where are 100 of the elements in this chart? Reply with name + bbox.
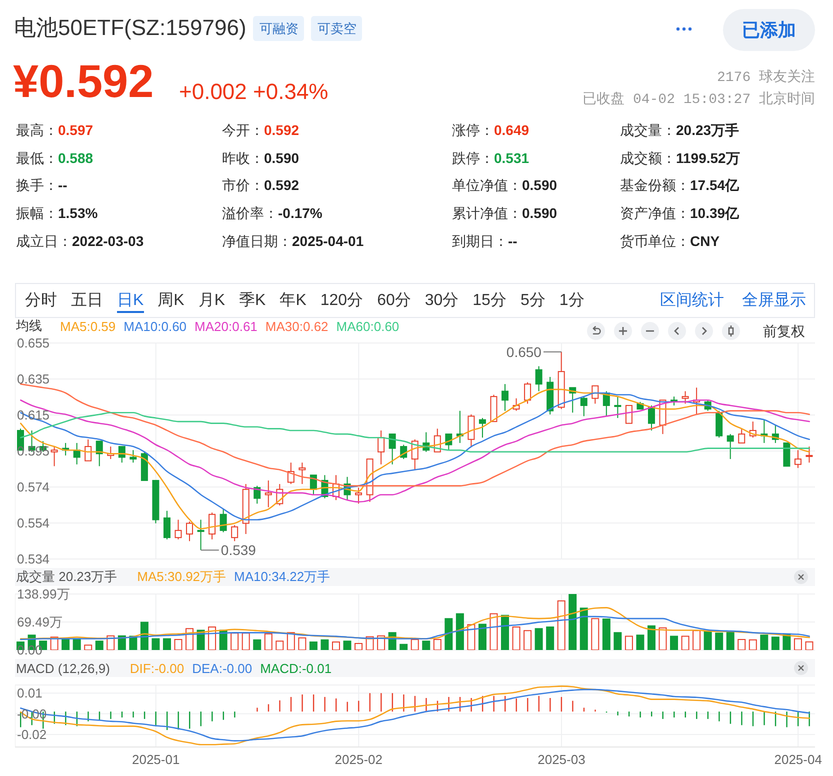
- bar: [692, 630, 701, 650]
- text: 成立日：: [16, 232, 72, 249]
- text: 2025-04-01: [292, 232, 364, 249]
- text: DEA:-0.00: [192, 660, 252, 676]
- candlestick: [197, 519, 204, 551]
- y-tick-label: 0.655: [17, 336, 50, 350]
- candlestick: [378, 430, 385, 465]
- bar: [343, 640, 352, 650]
- candlestick: [298, 462, 306, 485]
- text: 0.597: [58, 122, 94, 138]
- chart-title: 成交量 20.23万手: [16, 568, 118, 586]
- bar: [760, 634, 768, 650]
- bar: [456, 613, 464, 650]
- y-tick-label: -0.02: [17, 726, 47, 742]
- tag: 可卖空: [311, 16, 362, 40]
- annotation: 0.539: [220, 542, 256, 558]
- bar: [230, 632, 239, 650]
- bar: [400, 644, 408, 650]
- text: 溢价率：: [222, 205, 278, 222]
- bar: [546, 626, 554, 650]
- bar: [444, 618, 453, 650]
- x-tick-label: 2025-01: [132, 752, 180, 768]
- bar: [95, 640, 104, 650]
- text: 基金份额：: [620, 177, 690, 194]
- text: 17.54亿: [690, 177, 740, 194]
- button: 已添加: [723, 9, 815, 51]
- legend-title: 均线: [16, 317, 42, 335]
- bar: [624, 636, 633, 650]
- candlestick: [502, 384, 509, 412]
- text: 成交额：: [620, 150, 676, 166]
- series-label: MACD:-0.01: [260, 660, 332, 676]
- bar: [162, 638, 171, 650]
- bar: [140, 622, 148, 650]
- bar: [591, 618, 600, 650]
- bar: [152, 638, 160, 650]
- bar: [264, 633, 272, 650]
- bar: [670, 636, 678, 650]
- tab-bar: 分时 五日 日K 周K 月K 季K 年K 120分 60分 30分 15分 5分 1分 区间统计 全屏显示: [15, 283, 815, 318]
- bar: [534, 628, 543, 650]
- text: +0.002 +0.34%: [179, 79, 328, 105]
- chart-title: MACD (12,26,9): [16, 660, 110, 676]
- candlestick: [535, 366, 542, 392]
- text: -0.17%: [278, 205, 322, 222]
- bar: [524, 630, 532, 650]
- text: MA5:0.59: [60, 318, 116, 334]
- text: 成交量：: [620, 122, 676, 138]
- text: 昨收：: [222, 150, 264, 166]
- text: 2022-03-03: [72, 232, 144, 249]
- bar: [467, 624, 476, 650]
- text: 0.590: [522, 177, 558, 194]
- text: 10.39亿: [690, 205, 740, 222]
- x-tick-label: 2025-03: [538, 752, 586, 768]
- bar: [298, 637, 306, 650]
- bar: [242, 632, 250, 650]
- bar: [309, 641, 318, 650]
- text: 0.592: [264, 122, 300, 138]
- text: 已收盘 04-02 15:03:27 北京时间: [582, 91, 815, 109]
- bar: [118, 635, 126, 650]
- bar: [794, 638, 802, 650]
- text: 到期日：: [452, 232, 508, 249]
- bar: [332, 641, 340, 650]
- text: 0.592: [264, 177, 300, 194]
- y-tick-label: 138.99万: [17, 586, 70, 602]
- y-tick-label: 0.574: [17, 480, 50, 495]
- bar: [422, 640, 430, 650]
- bar: [72, 638, 81, 650]
- bar: [647, 625, 656, 650]
- text: 累计净值：: [452, 205, 522, 222]
- y-tick-label: 0.534: [17, 552, 50, 566]
- bar: [253, 639, 262, 650]
- tag: 可融资: [253, 16, 304, 40]
- bar: [478, 624, 486, 650]
- text: 0.590: [522, 205, 558, 222]
- bar: [805, 641, 814, 650]
- text: 前复权: [763, 322, 805, 340]
- bar: [704, 630, 712, 650]
- text: 1.53%: [58, 205, 98, 222]
- candlestick: [264, 480, 272, 508]
- bar: [557, 600, 566, 650]
- bar: [715, 632, 724, 650]
- bar: [636, 634, 644, 650]
- text: 涨停：: [452, 122, 494, 138]
- bar: [512, 626, 520, 650]
- text: 单位净值：: [452, 177, 522, 194]
- bar: [490, 613, 498, 650]
- text: 最低：: [16, 150, 58, 166]
- bar: [681, 636, 690, 650]
- x-tick-label: 2025-02: [334, 752, 383, 768]
- bar: [580, 608, 588, 650]
- bar: [658, 627, 667, 650]
- text: 0.588: [58, 150, 94, 166]
- bar: [602, 618, 610, 650]
- bar: [726, 630, 734, 650]
- line-series: [20, 399, 810, 503]
- text: 市价：: [222, 177, 264, 194]
- text: 1199.52万: [676, 150, 740, 166]
- text: DIF:-0.00: [130, 660, 184, 676]
- text: 电池50ETF(SZ:159796): [14, 14, 246, 42]
- bar: [84, 644, 92, 650]
- text: 资产净值：: [620, 205, 690, 222]
